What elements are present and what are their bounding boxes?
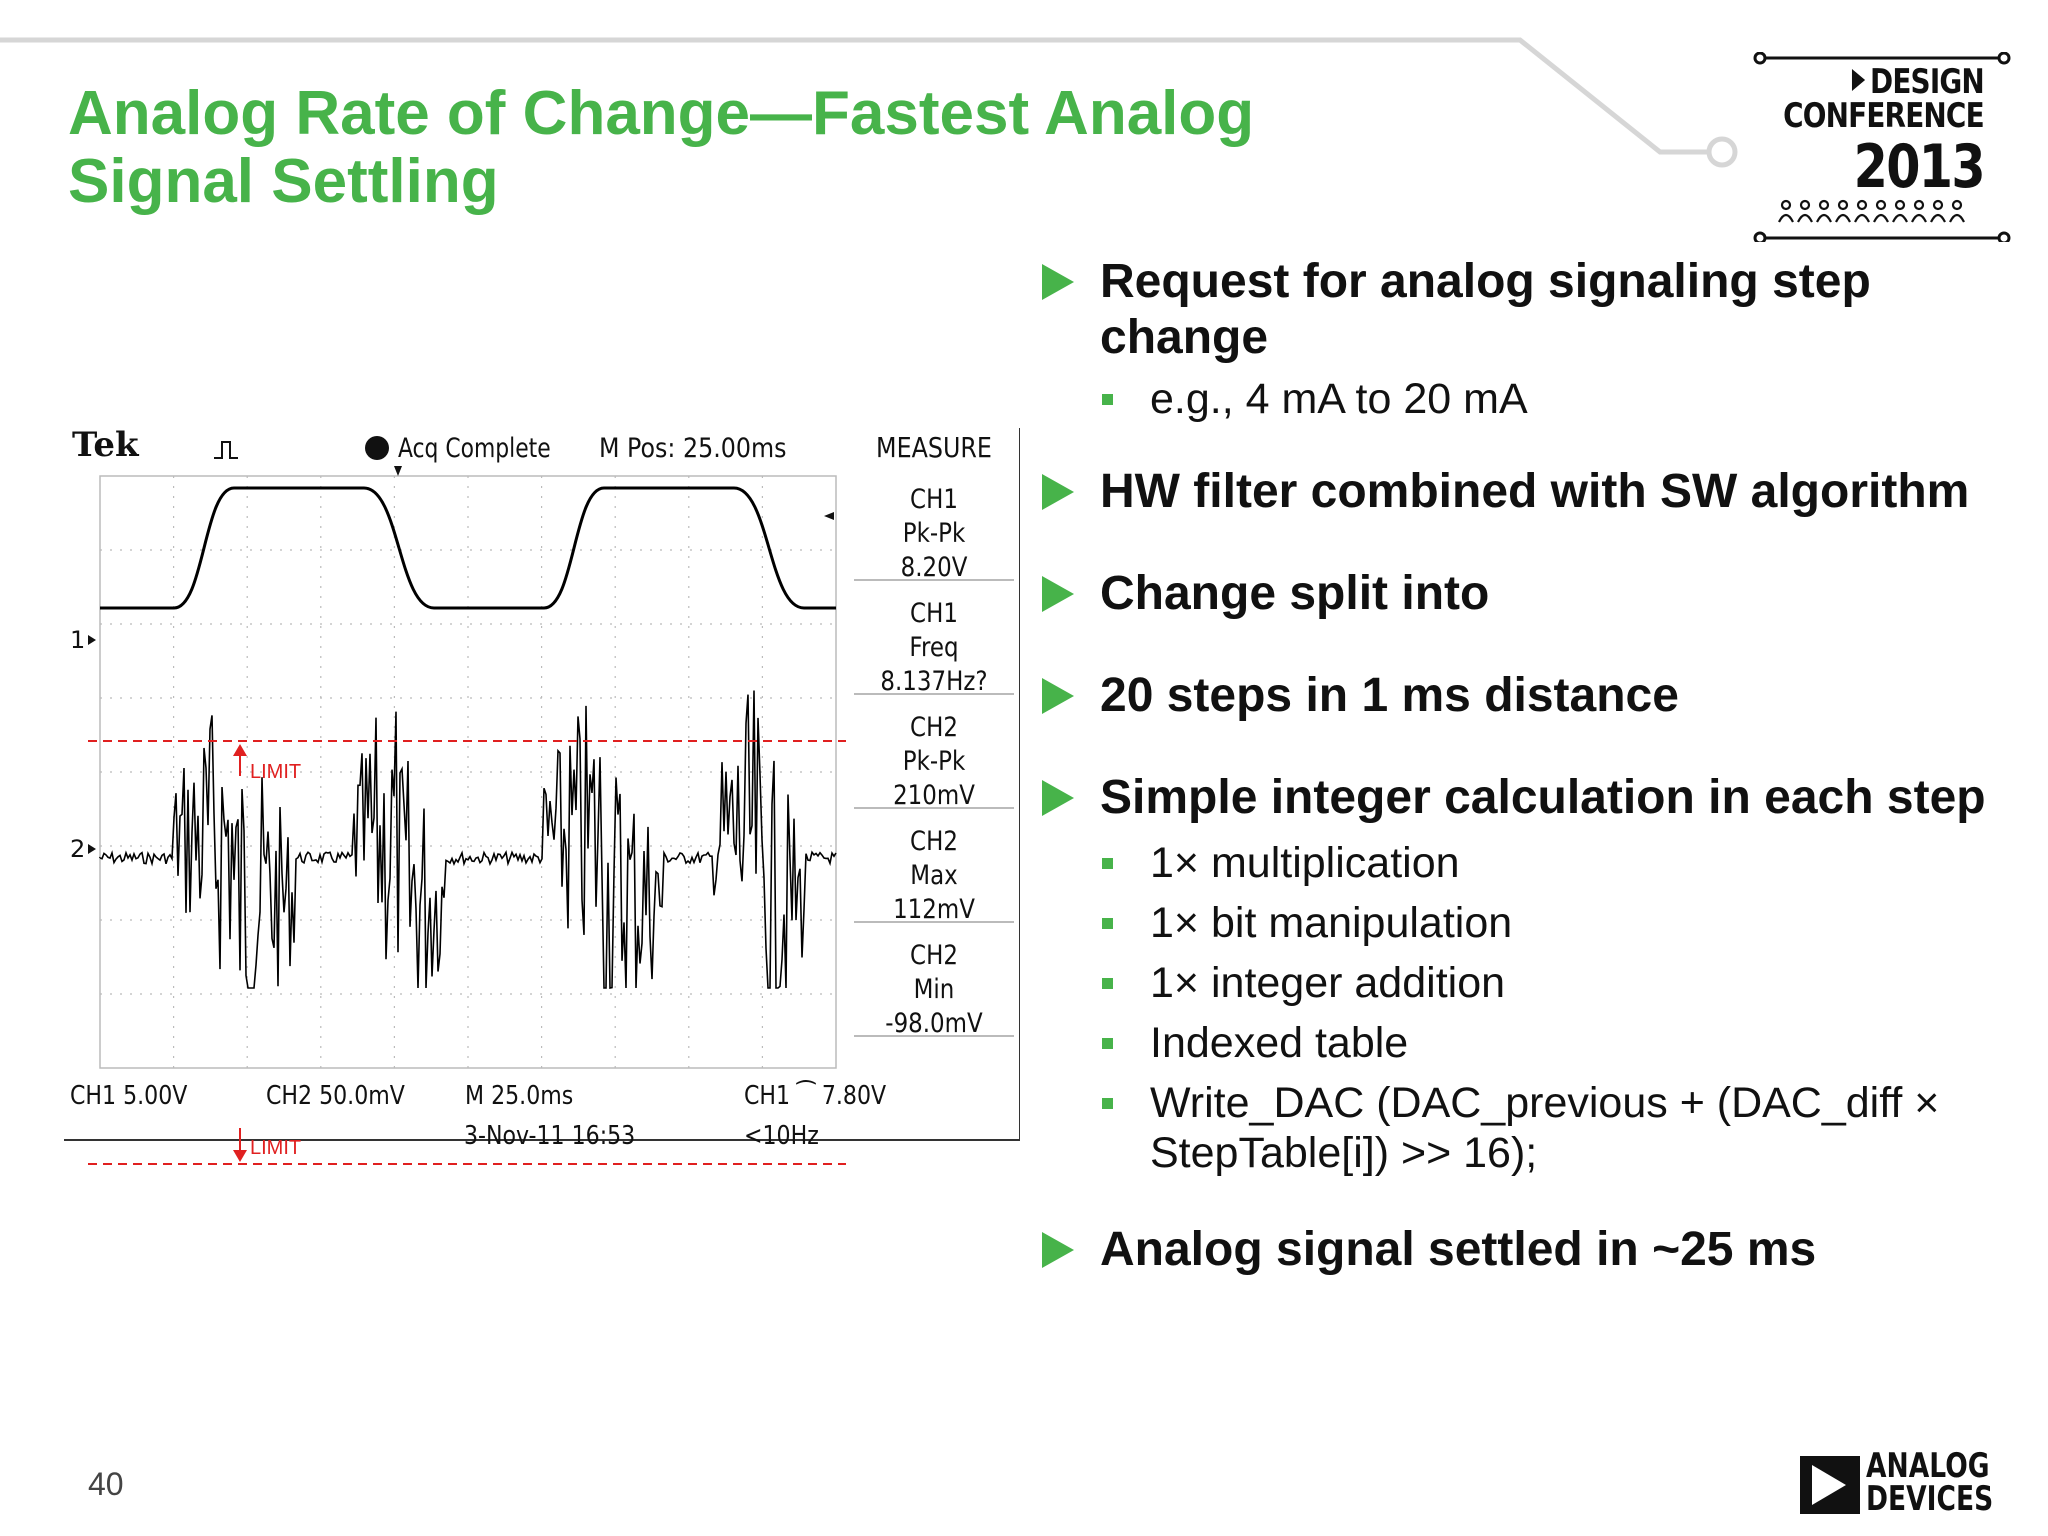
page-number: 40 bbox=[88, 1466, 124, 1502]
ch2-scale: CH2 50.0mV bbox=[266, 1080, 405, 1110]
measure-title: MEASURE bbox=[876, 432, 992, 464]
acq-status: Acq Complete bbox=[398, 433, 551, 465]
measure-2-value: 8.137Hz? bbox=[880, 665, 987, 696]
bullet-1: Request for analog signaling step change bbox=[1040, 254, 2020, 366]
measure-5-label: Min bbox=[914, 973, 955, 1004]
people-row-icon bbox=[1778, 199, 1965, 223]
bullet-arrow-icon bbox=[1042, 264, 1074, 300]
bullet-square-icon bbox=[1102, 394, 1113, 405]
ch2-marker-arrow-icon bbox=[88, 844, 96, 854]
measure-panel: CH1Pk-Pk8.20VCH1Freq8.137Hz?CH2Pk-Pk210m… bbox=[854, 483, 1014, 1038]
slide-title-line-2: Signal Settling bbox=[68, 147, 499, 216]
conference-logo-design: DESIGN bbox=[1852, 62, 1985, 102]
analog-devices-logo: ANALOG DEVICES bbox=[1800, 1446, 2016, 1520]
trigger-level-marker-icon bbox=[824, 512, 834, 520]
bullet-arrow-icon bbox=[1042, 1232, 1074, 1268]
conference-logo-frame bbox=[1753, 52, 2011, 242]
bullet-arrow-icon bbox=[1042, 474, 1074, 510]
bullet-list: Request for analog signaling step change… bbox=[1040, 254, 2020, 1278]
ch1-trace bbox=[100, 486, 836, 610]
play-triangle-icon bbox=[1852, 69, 1866, 91]
bullet-arrow-icon bbox=[1042, 576, 1074, 612]
header-decoration-line bbox=[0, 37, 1738, 168]
measure-5-value: -98.0mV bbox=[885, 1007, 982, 1038]
bullet-square-icon bbox=[1102, 1098, 1113, 1109]
ch2-ground-marker: 2 bbox=[70, 835, 85, 863]
measure-3-value: 210mV bbox=[893, 779, 975, 810]
sub-bullet-5-5: Write_DAC (DAC_previous + (DAC_diff × St… bbox=[1040, 1078, 2020, 1178]
measure-2-channel: CH1 bbox=[910, 597, 958, 628]
ch1-scale: CH1 5.00V bbox=[70, 1080, 188, 1110]
time-scale: M 25.0ms bbox=[465, 1080, 573, 1110]
scope-brand: Tek bbox=[72, 428, 140, 465]
sub-bullet-5-2: 1× bit manipulation bbox=[1040, 898, 2020, 948]
oscilloscope-screenshot: Tek Acq Complete M Pos: 25.00ms MEASURE … bbox=[64, 428, 1020, 1166]
measure-1-channel: CH1 bbox=[910, 483, 958, 514]
analog-devices-wordmark: ANALOG DEVICES bbox=[1866, 1446, 1994, 1519]
bullet-3: Change split into bbox=[1040, 566, 2020, 622]
measure-1-value: 8.20V bbox=[901, 551, 968, 582]
sub-bullet-5-4: Indexed table bbox=[1040, 1018, 2020, 1068]
bullet-2: HW filter combined with SW algorithm bbox=[1040, 464, 2020, 520]
slide-title-line-1: Analog Rate of Change—Fastest Analog bbox=[68, 79, 1255, 148]
measure-2-label: Freq bbox=[909, 631, 958, 662]
bullet-arrow-icon bbox=[1042, 678, 1074, 714]
design-conference-logo: DESIGN CONFERENCE 2013 bbox=[1752, 52, 2012, 242]
scope-grid bbox=[99, 475, 837, 1069]
trigger-setting: CH1 ⁀ 7.80V bbox=[744, 1079, 887, 1110]
conference-logo-conference: CONFERENCE bbox=[1783, 96, 1985, 136]
bullet-square-icon bbox=[1102, 1038, 1113, 1049]
measure-5-channel: CH2 bbox=[910, 939, 958, 970]
conference-logo-year: 2013 bbox=[1853, 132, 1986, 202]
measure-3-label: Pk-Pk bbox=[903, 745, 966, 776]
bullet-5: Simple integer calculation in each step bbox=[1040, 770, 2020, 826]
bullet-6: Analog signal settled in ~25 ms bbox=[1040, 1222, 2020, 1278]
lower-limit-label: LIMIT bbox=[250, 1137, 301, 1159]
upper-limit-label: LIMIT bbox=[250, 761, 301, 783]
bullet-4: 20 steps in 1 ms distance bbox=[1040, 668, 2020, 724]
ch1-ground-marker: 1 bbox=[70, 626, 85, 654]
measure-1-label: Pk-Pk bbox=[903, 517, 966, 548]
sub-bullet-1-1: e.g., 4 mA to 20 mA bbox=[1040, 374, 2020, 424]
upper-limit-arrow-head-icon bbox=[233, 744, 247, 756]
bullet-square-icon bbox=[1102, 978, 1113, 989]
slide-title: Analog Rate of Change—Fastest Analog Sig… bbox=[68, 80, 1254, 216]
bullet-square-icon bbox=[1102, 858, 1113, 869]
sub-bullet-5-1: 1× multiplication bbox=[1040, 838, 2020, 888]
sub-bullet-5-3: 1× integer addition bbox=[1040, 958, 2020, 1008]
capture-date: 3-Nov-11 16:53 bbox=[464, 1120, 635, 1150]
freq-note: <10Hz bbox=[744, 1120, 819, 1150]
measure-4-value: 112mV bbox=[893, 893, 975, 924]
measure-4-channel: CH2 bbox=[910, 825, 958, 856]
bullet-arrow-icon bbox=[1042, 780, 1074, 816]
measure-3-channel: CH2 bbox=[910, 711, 958, 742]
ch1-marker-arrow-icon bbox=[88, 635, 96, 645]
ch2-trace bbox=[99, 690, 837, 989]
measure-4-label: Max bbox=[910, 859, 957, 890]
analog-devices-mark-icon bbox=[1800, 1456, 1860, 1514]
m-position: M Pos: 25.00ms bbox=[599, 432, 786, 464]
trigger-pulse-icon bbox=[214, 441, 238, 459]
lower-limit-arrow-head-icon bbox=[233, 1150, 247, 1162]
acq-status-dot-icon bbox=[365, 436, 389, 460]
trigger-position-marker-icon bbox=[394, 466, 402, 476]
bullet-square-icon bbox=[1102, 918, 1113, 929]
